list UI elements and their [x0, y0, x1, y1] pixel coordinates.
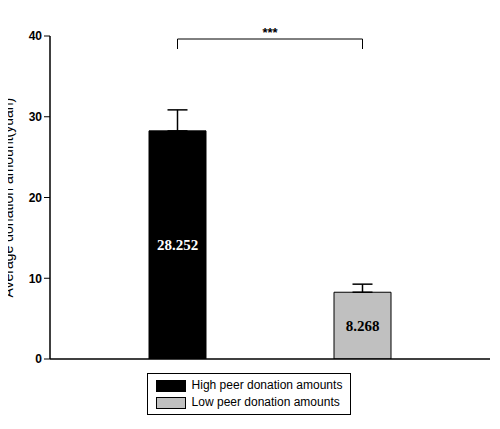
- svg-text:Average donation amount(yuan): Average donation amount(yuan): [8, 98, 16, 298]
- svg-text:40: 40: [29, 29, 43, 43]
- svg-text:0: 0: [35, 352, 42, 366]
- html-text:High peer donation amounts: High peer donation amounts: [191, 378, 343, 392]
- svg-text:30: 30: [29, 110, 43, 124]
- svg-text:20: 20: [29, 191, 43, 205]
- svg-text:***: ***: [262, 25, 278, 40]
- svg-text:10: 10: [29, 272, 43, 286]
- html-text:Low peer donation amounts: Low peer donation amounts: [191, 395, 340, 409]
- svg-text:28.252: 28.252: [157, 237, 198, 253]
- svg-text:8.268: 8.268: [346, 318, 380, 334]
